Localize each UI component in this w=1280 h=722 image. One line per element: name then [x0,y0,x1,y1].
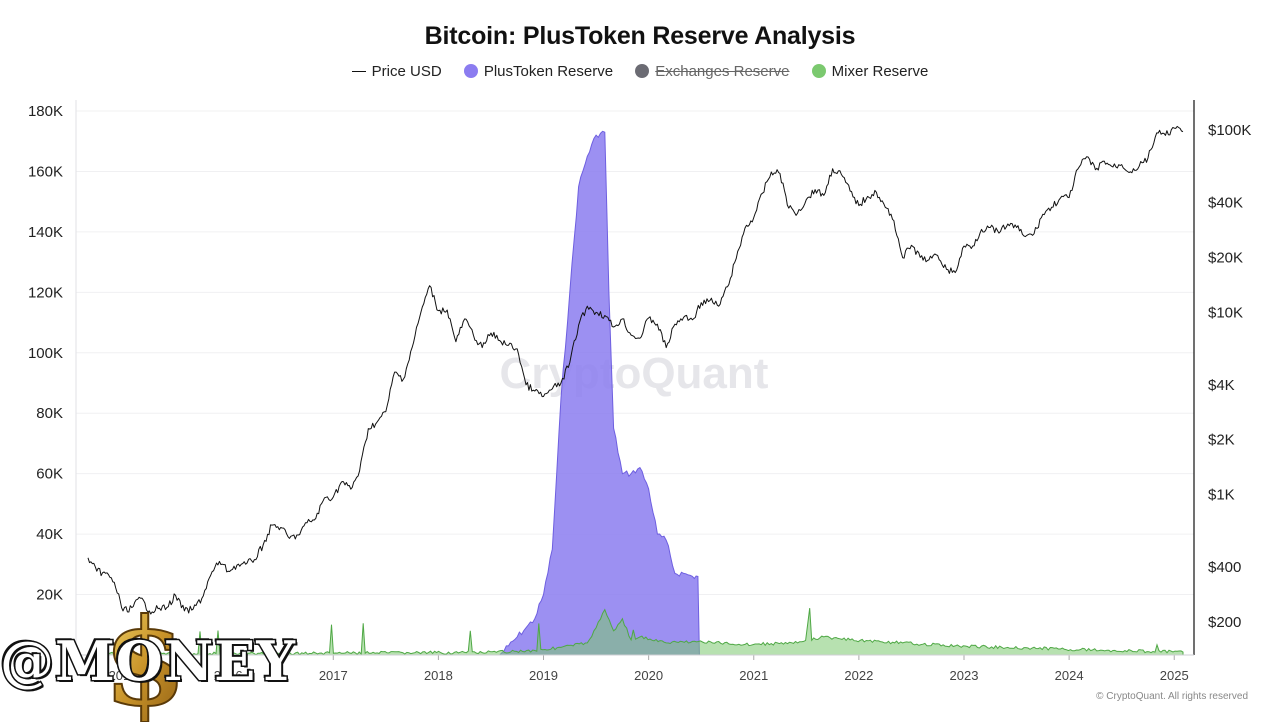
legend-label: Exchanges Reserve [655,62,790,80]
x-tick-label: 2023 [950,668,979,683]
x-tick-label: 2020 [634,668,663,683]
left-tick-label: 80K [36,405,63,422]
svg-text:$: $ [103,592,187,722]
x-tick-label: 2015 [109,668,138,683]
legend-item-exchanges[interactable]: Exchanges Reserve [635,63,789,80]
left-tick-label: 120K [28,284,63,301]
legend-item-plustoken[interactable]: PlusToken Reserve [463,62,614,80]
x-tick-label: 2024 [1055,668,1084,683]
legend-line-swatch [351,70,366,72]
right-tick-label: $200 [1208,614,1241,631]
left-tick-label: 180K [28,103,63,120]
x-tick-label: 2017 [319,668,348,683]
chart-title: Bitcoin: PlusToken Reserve Analysis [424,22,856,50]
legend-dot-swatch [463,64,478,79]
mixer-reserve-area [87,608,1184,656]
cryptoquant-watermark: CryptoQuant [500,349,769,398]
right-tick-label: $4K [1208,377,1235,394]
credit-text: © CryptoQuant. All rights reserved [1096,691,1248,702]
left-tick-label: 20K [36,587,63,604]
legend-dot-swatch [635,64,650,79]
x-tick-label: 2016 [214,668,243,683]
legend-item-mixer[interactable]: Mixer Reserve [811,62,929,80]
right-tick-label: $20K [1208,249,1243,266]
legend-label: Price USD [371,62,442,80]
right-tick-label: $2K [1208,432,1235,449]
x-tick-label: 2019 [529,668,558,683]
left-tick-label: 60K [36,466,63,483]
x-tick-label: 2025 [1160,668,1189,683]
legend-label: PlusToken Reserve [483,62,614,80]
legend-item-price[interactable]: Price USD [351,62,442,80]
x-tick-label: 2018 [424,668,453,683]
right-tick-label: $40K [1208,195,1243,212]
left-tick-label: 160K [28,163,63,180]
left-tick-label: 40K [36,526,63,543]
x-tick-label: 2022 [844,668,873,683]
right-tick-label: $1K [1208,487,1235,504]
right-tick-label: $100K [1208,122,1251,139]
x-tick-label: 2021 [739,668,768,683]
right-tick-label: $10K [1208,304,1243,321]
money-watermark: @MONEY [0,628,296,695]
legend-label: Mixer Reserve [831,62,929,80]
axes: 20K 40K 60K 80K 100K 120K 140K 160K 180K $200 $400… [28,100,1251,683]
legend-dot-swatch [811,64,826,79]
dollar-sign-icon: $ [102,592,188,722]
price-usd-line [87,125,1184,615]
right-tick-label: $400 [1208,559,1241,576]
left-tick-label: 140K [28,224,63,241]
left-tick-label: 100K [28,345,63,362]
legend: Price USD PlusToken Reserve Exchanges Re… [0,62,1280,80]
